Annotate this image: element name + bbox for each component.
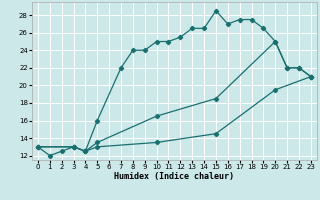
X-axis label: Humidex (Indice chaleur): Humidex (Indice chaleur) — [115, 172, 234, 181]
